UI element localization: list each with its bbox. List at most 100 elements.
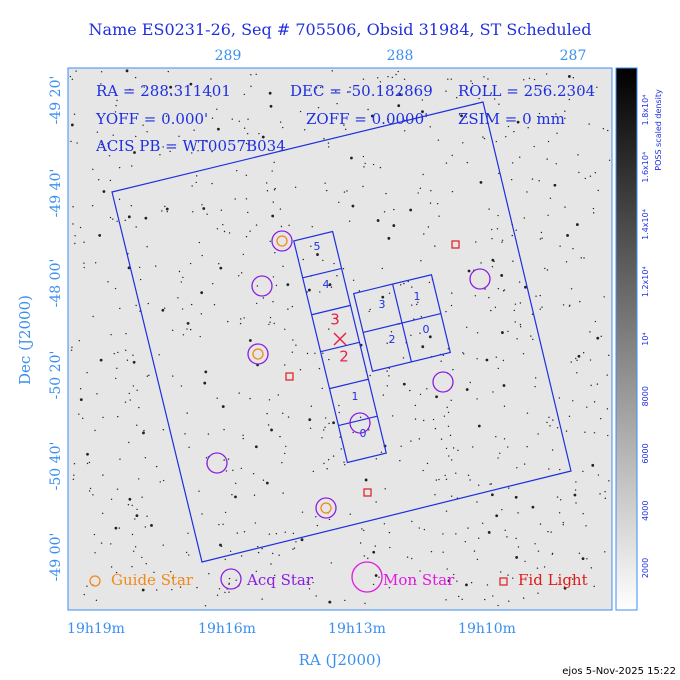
star (127, 503, 130, 506)
star (461, 598, 463, 601)
star (450, 78, 452, 80)
star (146, 131, 148, 133)
star (489, 483, 491, 485)
star (306, 581, 308, 583)
star (480, 262, 482, 264)
star (492, 595, 494, 597)
star (222, 523, 224, 526)
chip-label: 1 (414, 290, 421, 303)
star (181, 308, 184, 310)
star (546, 269, 549, 271)
title: Name ES0231-26, Seq # 705506, Obsid 3198… (89, 20, 592, 39)
star (310, 245, 312, 248)
star (236, 532, 238, 534)
star (552, 419, 554, 421)
star (250, 73, 252, 76)
star (381, 267, 383, 270)
star (342, 267, 345, 270)
star (307, 288, 311, 292)
star (94, 552, 96, 554)
star (172, 577, 174, 580)
star (473, 550, 476, 552)
star (125, 349, 127, 352)
star (564, 110, 566, 112)
star (592, 207, 595, 210)
star (446, 406, 448, 409)
star (483, 76, 485, 78)
star (512, 260, 514, 262)
star (179, 586, 182, 588)
star (516, 467, 518, 469)
star (435, 479, 438, 481)
star (142, 431, 145, 435)
star (146, 515, 148, 517)
star (325, 189, 328, 192)
star (428, 281, 431, 284)
star (448, 455, 450, 457)
star (604, 490, 606, 493)
star (363, 555, 365, 557)
star (470, 88, 473, 90)
star (306, 352, 309, 355)
star (213, 304, 216, 306)
star (597, 474, 600, 476)
star (514, 303, 517, 305)
star (449, 434, 452, 437)
star (460, 114, 463, 118)
star (71, 78, 74, 81)
colorbar-label: POSS scaled density (654, 89, 663, 171)
star (330, 286, 333, 288)
star (364, 162, 366, 165)
star (572, 400, 574, 402)
star (604, 497, 607, 500)
star (451, 154, 453, 157)
star (284, 328, 286, 330)
star (248, 339, 252, 342)
star (485, 358, 489, 362)
star (362, 78, 365, 80)
star (562, 521, 565, 524)
star (476, 398, 478, 400)
star (273, 189, 276, 191)
star (328, 283, 332, 287)
legend-label: Mon Star (383, 571, 455, 589)
star (474, 295, 477, 297)
star (446, 568, 448, 570)
star (141, 496, 143, 498)
star (407, 280, 409, 283)
star (531, 313, 534, 315)
star (432, 418, 435, 421)
star (273, 322, 275, 325)
star (102, 474, 104, 476)
star (363, 529, 365, 532)
star (379, 166, 382, 169)
top-tick-label: 289 (215, 48, 242, 64)
star (182, 334, 185, 336)
star (325, 417, 327, 419)
star (420, 260, 422, 262)
star (96, 131, 99, 133)
star (210, 95, 212, 97)
aimpoint (333, 332, 347, 346)
star (445, 310, 447, 313)
star (86, 452, 89, 456)
star (315, 87, 318, 89)
star (247, 143, 249, 145)
star (246, 132, 249, 135)
star (138, 478, 140, 480)
star (203, 381, 207, 385)
star (126, 359, 129, 361)
star (205, 457, 208, 459)
star (162, 479, 165, 482)
star (583, 257, 585, 259)
star (403, 78, 406, 81)
star (362, 155, 365, 158)
star (180, 385, 183, 387)
star (459, 91, 462, 93)
bottom-tick-label: 19h10m (458, 621, 516, 637)
star (418, 438, 421, 440)
star (399, 284, 402, 286)
star (73, 113, 76, 115)
star (537, 592, 539, 594)
star (254, 522, 257, 524)
